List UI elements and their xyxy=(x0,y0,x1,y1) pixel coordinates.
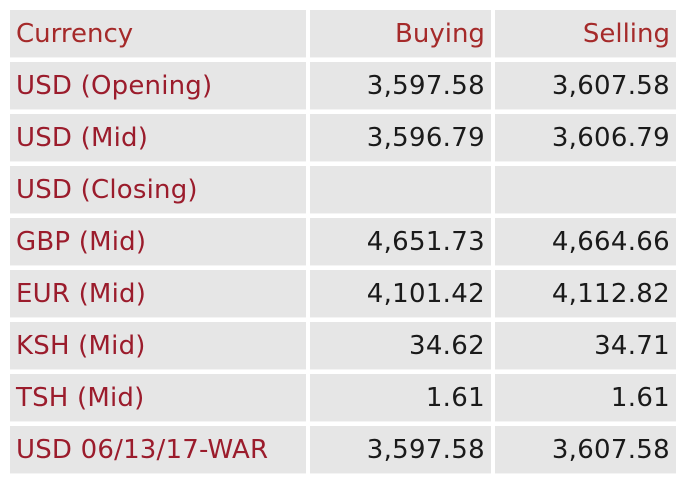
currency-cell: USD 06/13/17-WAR xyxy=(10,426,306,474)
selling-cell: 3,606.79 xyxy=(494,114,676,162)
buying-cell: 4,101.42 xyxy=(309,270,491,318)
table-body: USD (Opening) 3,597.58 3,607.58 USD (Mid… xyxy=(10,62,676,474)
currency-cell: EUR (Mid) xyxy=(10,270,306,318)
selling-cell: 3,607.58 xyxy=(494,426,676,474)
buying-cell: 1.61 xyxy=(309,374,491,422)
table-row: USD (Closing) xyxy=(10,166,676,214)
table-row: USD 06/13/17-WAR 3,597.58 3,607.58 xyxy=(10,426,676,474)
selling-cell: 34.71 xyxy=(494,322,676,370)
buying-cell: 3,597.58 xyxy=(309,426,491,474)
currency-cell: USD (Mid) xyxy=(10,114,306,162)
header-selling: Selling xyxy=(494,10,676,58)
table-row: USD (Mid) 3,596.79 3,606.79 xyxy=(10,114,676,162)
currency-cell: USD (Closing) xyxy=(10,166,306,214)
table-row: GBP (Mid) 4,651.73 4,664.66 xyxy=(10,218,676,266)
header-buying: Buying xyxy=(309,10,491,58)
selling-cell: 4,112.82 xyxy=(494,270,676,318)
header-currency: Currency xyxy=(10,10,306,58)
selling-cell: 1.61 xyxy=(494,374,676,422)
selling-cell: 3,607.58 xyxy=(494,62,676,110)
currency-cell: USD (Opening) xyxy=(10,62,306,110)
buying-cell: 4,651.73 xyxy=(309,218,491,266)
header-row: Currency Buying Selling xyxy=(10,10,676,58)
table-row: KSH (Mid) 34.62 34.71 xyxy=(10,322,676,370)
buying-cell xyxy=(309,166,491,214)
currency-cell: GBP (Mid) xyxy=(10,218,306,266)
table-row: EUR (Mid) 4,101.42 4,112.82 xyxy=(10,270,676,318)
currency-cell: KSH (Mid) xyxy=(10,322,306,370)
buying-cell: 34.62 xyxy=(309,322,491,370)
selling-cell xyxy=(494,166,676,214)
table-row: TSH (Mid) 1.61 1.61 xyxy=(10,374,676,422)
buying-cell: 3,596.79 xyxy=(309,114,491,162)
table-header: Currency Buying Selling xyxy=(10,10,676,58)
buying-cell: 3,597.58 xyxy=(309,62,491,110)
table-row: USD (Opening) 3,597.58 3,607.58 xyxy=(10,62,676,110)
currency-cell: TSH (Mid) xyxy=(10,374,306,422)
exchange-rates-table: Currency Buying Selling USD (Opening) 3,… xyxy=(6,6,680,478)
selling-cell: 4,664.66 xyxy=(494,218,676,266)
